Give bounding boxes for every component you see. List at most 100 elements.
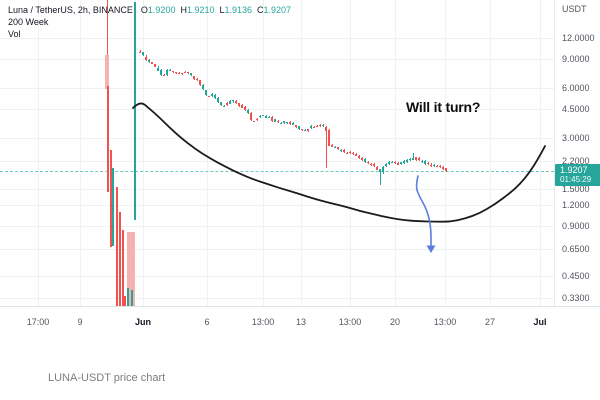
candle-body xyxy=(367,161,369,163)
candle-body xyxy=(247,110,249,113)
candle-body xyxy=(337,147,339,150)
price-unit-label: USDT xyxy=(562,4,587,14)
candle-body xyxy=(316,125,318,127)
price-tick-label: 9.0000 xyxy=(562,53,590,64)
symbol-info-row[interactable]: Luna / TetherUS, 2h, BINANCE O1.9200 H1.92… xyxy=(8,4,296,16)
candle-body xyxy=(349,151,351,154)
candle-body xyxy=(196,79,198,81)
time-tick-label: 6 xyxy=(204,317,210,327)
candle-body xyxy=(376,166,378,170)
candle-body xyxy=(301,129,303,131)
candle-body xyxy=(424,161,426,165)
candle-body xyxy=(178,72,180,74)
candle-body xyxy=(163,74,165,76)
candle-body xyxy=(151,61,153,64)
price-tick-label: 1.2000 xyxy=(562,199,590,210)
grid-line-h xyxy=(0,59,554,60)
candle-body xyxy=(142,52,144,56)
candle-body xyxy=(373,163,375,166)
candle-body xyxy=(415,157,417,160)
price-scale[interactable]: USDT 1.9207 01:45:29 12.0000 9.0000 6.0000… xyxy=(554,0,600,306)
grid-line-h xyxy=(0,226,554,227)
indicator-200week[interactable]: 200 Week xyxy=(8,17,49,27)
time-tick-label: Jul xyxy=(533,317,547,327)
bar-countdown: 01:45:29 xyxy=(560,175,592,184)
candle-body xyxy=(340,150,342,152)
candle-body xyxy=(256,118,258,121)
price-tick-label: 12.0000 xyxy=(562,33,595,44)
candle-body xyxy=(172,71,174,73)
candle-body xyxy=(211,93,213,96)
crash-bar xyxy=(104,55,109,89)
candle-body xyxy=(157,67,159,71)
candle-body xyxy=(394,161,396,163)
candle-body xyxy=(274,118,276,122)
candle-body xyxy=(406,159,408,163)
ohlc-letter: L xyxy=(219,5,225,15)
candle-body xyxy=(355,154,357,156)
candle-body xyxy=(397,162,399,165)
candle-body xyxy=(277,120,279,122)
candle-body xyxy=(280,123,282,124)
time-tick-label: 9 xyxy=(77,317,83,327)
ohlc-value: 1.9207 xyxy=(263,5,292,15)
candle-body xyxy=(223,105,225,107)
time-tick-label: 13:00 xyxy=(433,317,457,327)
candle-body xyxy=(433,165,435,166)
candle-body xyxy=(364,158,366,162)
candle-body xyxy=(421,161,423,162)
time-tick-label: 17:00 xyxy=(26,317,50,327)
price-tick-label: 0.3300 xyxy=(562,293,590,304)
candle-body xyxy=(298,126,300,130)
candle-body xyxy=(334,146,336,148)
indicator-vol[interactable]: Vol xyxy=(8,29,21,39)
chart-plot-area[interactable]: Will it turn? Luna / TetherUS, 2h, BINAN… xyxy=(0,0,554,306)
candle-wick xyxy=(139,50,141,53)
time-tick-label: Jun xyxy=(134,317,152,327)
candle-body xyxy=(391,161,393,163)
will-it-turn-annotation[interactable]: Will it turn? xyxy=(406,99,481,115)
candle-body xyxy=(352,152,354,154)
grid-line-h xyxy=(0,249,554,250)
ohlc-value: 1.9200 xyxy=(147,5,176,15)
candle-body xyxy=(199,80,201,85)
candle-body xyxy=(202,85,204,90)
candle-body xyxy=(313,126,315,128)
grid-line-h xyxy=(0,38,554,39)
grid-line-h xyxy=(0,298,554,299)
grid-line-h xyxy=(0,276,554,277)
crash-bar xyxy=(126,232,136,306)
ohlc-values: O1.9200 H1.9210 L1.9136 C1.9207 xyxy=(141,5,296,15)
candle-body xyxy=(166,69,168,75)
candle-body xyxy=(190,73,192,76)
candle-body xyxy=(319,125,321,127)
candle-body xyxy=(259,115,261,118)
price-tick-label: 4.5000 xyxy=(562,104,590,115)
candle-body xyxy=(328,130,330,146)
volume-bar xyxy=(124,296,126,306)
candle-body xyxy=(154,64,156,67)
candle-body xyxy=(193,76,195,79)
last-price-badge: 1.9207 01:45:29 xyxy=(555,164,600,186)
candle-body xyxy=(226,103,228,106)
candlestick-series xyxy=(139,50,447,185)
candle-body xyxy=(187,72,189,74)
candle-body xyxy=(331,144,333,147)
time-tick-label: 13:00 xyxy=(338,317,362,327)
candle-body xyxy=(220,101,222,106)
candle-body xyxy=(388,162,390,165)
candle-body xyxy=(343,150,345,153)
price-tick-label: 1.5000 xyxy=(562,183,590,194)
candle-body xyxy=(289,121,291,125)
time-scale[interactable]: 17:00 9 Jun 6 13:00 13 13:00 20 13:00 27 Jul xyxy=(0,306,600,341)
candle-body xyxy=(295,125,297,128)
ohlc-value: 1.9210 xyxy=(186,5,215,15)
candle-body xyxy=(238,103,240,106)
candle-body xyxy=(379,169,381,173)
candle-body xyxy=(409,158,411,161)
candle-body xyxy=(175,72,177,74)
candle-body xyxy=(346,152,348,154)
volume-bar xyxy=(127,288,129,306)
candle-body xyxy=(208,96,210,98)
